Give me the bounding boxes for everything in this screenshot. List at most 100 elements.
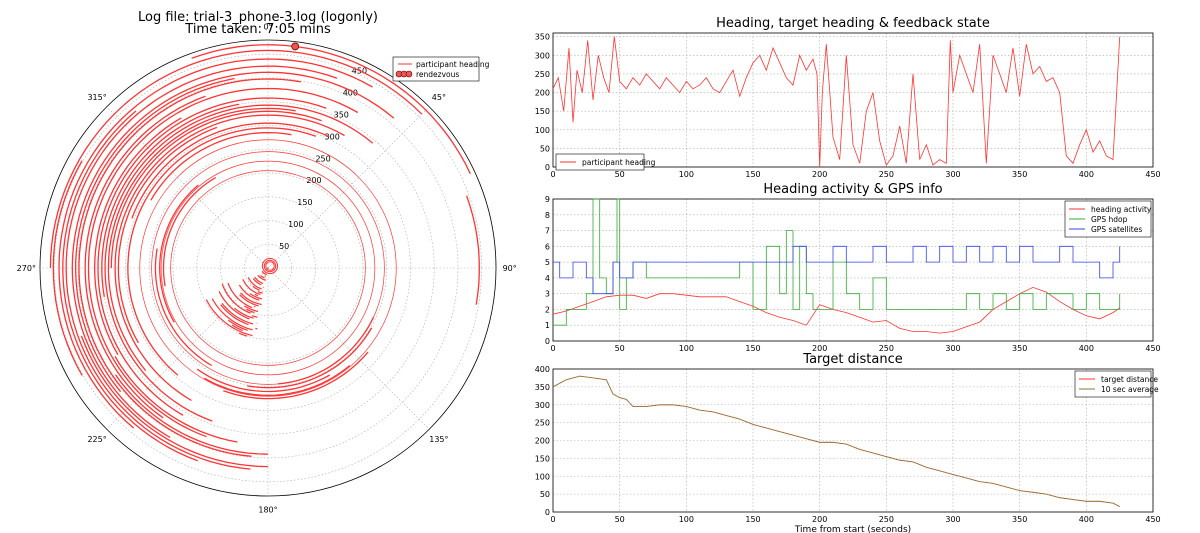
heading-arc [84, 95, 206, 419]
heading-xtick-label: 100 [679, 170, 694, 179]
heading-fan-arc [218, 290, 250, 320]
activity-ytick-label: 0 [545, 337, 550, 346]
heading-arc [465, 195, 480, 305]
heading-fan-arc [220, 304, 249, 326]
distance-xtick-label: 100 [679, 515, 694, 524]
heading-fan-arc [254, 293, 259, 297]
heading-fan-arc [254, 276, 264, 284]
activity-ytick-label: 1 [545, 321, 550, 330]
distance-xtick-label: 150 [745, 515, 760, 524]
activity-ytick-label: 8 [545, 211, 550, 220]
heading-arc [49, 49, 423, 269]
heading-legend: participant heading [555, 153, 656, 171]
heading-arc [101, 103, 240, 297]
heading-fan-arc [251, 315, 258, 318]
polar-radius-label: 250 [315, 154, 330, 163]
heading-arc [52, 160, 83, 376]
heading-arc [110, 110, 322, 269]
heading-plot: Heading, target heading & feedback state… [535, 16, 1161, 179]
heading-arc [159, 184, 199, 323]
heading-arc [117, 126, 218, 344]
heading-arc [87, 87, 359, 438]
heading-arc [247, 327, 373, 389]
activity-legend-label: heading activity [1091, 205, 1152, 214]
polar-grid-ring [220, 220, 316, 316]
heading-arc [114, 374, 269, 455]
distance-ytick-label: 200 [535, 437, 550, 446]
heading-arc [196, 368, 331, 393]
heading-xtick-label: 450 [1145, 170, 1160, 179]
heading-loop [263, 259, 277, 273]
heading-arc [150, 131, 292, 201]
heading-fan-arc [257, 274, 267, 281]
heading-fan-arc [253, 305, 256, 308]
polar-angle-label: 270° [17, 264, 36, 273]
heading-title: Heading, target heading & feedback state [716, 16, 990, 31]
heading-fan-arc [238, 332, 248, 337]
activity-xtick-label: 200 [812, 344, 827, 353]
heading-xtick-label: 250 [879, 170, 894, 179]
distance-ytick-label: 400 [535, 365, 550, 374]
distance-ytick-label: 300 [535, 401, 550, 410]
heading-fan-arc [257, 291, 263, 294]
activity-xtick-label: 450 [1145, 344, 1160, 353]
polar-grid-ring [148, 148, 388, 388]
heading-fan-arc [238, 284, 260, 301]
distance-ytick-label: 0 [545, 508, 550, 517]
heading-arc [104, 104, 374, 422]
polar-angle-label: 180° [258, 506, 277, 515]
heading-arc [127, 127, 317, 376]
activity-legend-label: GPS hdop [1091, 215, 1128, 224]
heading-fan-arc [205, 299, 253, 337]
heading-fan-arc [221, 283, 251, 314]
distance-legend-box [1074, 370, 1152, 398]
heading-arc [65, 65, 338, 470]
heading-axes-frame [552, 32, 1154, 168]
activity-xtick-label: 150 [745, 344, 760, 353]
polar-spoke [106, 106, 269, 269]
polar-radius-label: 100 [288, 220, 303, 229]
heading-xtick-label: 300 [945, 170, 960, 179]
heading-arc [71, 71, 395, 439]
distance-plot: Target distance 0 50 100 150 200 250 300 350 400 4… [535, 352, 1161, 533]
activity-title: Heading activity & GPS info [763, 182, 942, 197]
heading-loop [261, 257, 279, 275]
distance-xtick-label: 400 [1079, 515, 1094, 524]
polar-spoke [267, 106, 430, 269]
polar-radius-label: 150 [297, 198, 312, 207]
heading-fan-arc [260, 275, 265, 279]
heading-arc [131, 122, 330, 219]
heading-fan-arc [246, 308, 255, 314]
heading-fan-arc [221, 302, 254, 325]
heading-arc [191, 44, 471, 174]
heading-arc [93, 117, 182, 356]
distance-xtick-label: 450 [1145, 515, 1160, 524]
heading-ytick-label: 350 [535, 33, 550, 42]
distance-ytick-label: 100 [535, 472, 550, 481]
heading-fan-arc [234, 307, 254, 319]
heading-fan-arc [227, 319, 248, 331]
heading-ytick-label: 50 [540, 144, 550, 153]
distance-xtick-label: 0 [550, 515, 555, 524]
activity-legend-label: GPS satellites [1091, 225, 1142, 234]
heading-fan-arc [227, 282, 253, 309]
activity-ytick-label: 9 [545, 195, 550, 204]
heading-xtick-label: 0 [550, 170, 555, 179]
polar-legend-rendezvous: rendezvous [416, 70, 459, 79]
heading-ring [139, 139, 397, 397]
rendezvous-marker [291, 42, 300, 51]
heading-arc [78, 78, 301, 457]
heading-ring [151, 151, 385, 385]
distance-xtick-label: 300 [945, 515, 960, 524]
distance-legend-label: target distance [1101, 375, 1158, 384]
heading-fan-arc [239, 294, 259, 307]
heading-fan-arc [261, 270, 267, 276]
polar-grid-ring [243, 243, 293, 293]
heading-ytick-label: 300 [535, 51, 550, 60]
heading-ytick-label: 150 [535, 107, 550, 116]
activity-xtick-label: 300 [945, 344, 960, 353]
activity-ytick-label: 4 [545, 274, 550, 283]
heading-legend-label: participant heading [582, 158, 656, 167]
